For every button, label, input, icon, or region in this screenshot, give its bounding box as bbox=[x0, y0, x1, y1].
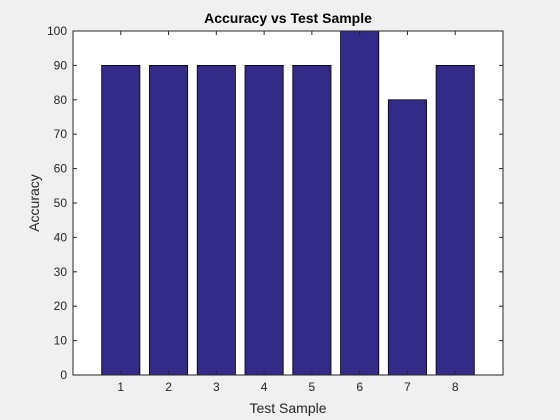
x-tick-label-4: 4 bbox=[261, 380, 268, 394]
x-tick-label-2: 2 bbox=[165, 380, 172, 394]
x-tick-label-1: 1 bbox=[117, 380, 124, 394]
y-tick-label-100: 100 bbox=[47, 24, 67, 38]
bar-4 bbox=[244, 65, 284, 376]
bar-5 bbox=[292, 65, 332, 376]
y-tick-label-70: 70 bbox=[54, 127, 68, 141]
chart-title: Accuracy vs Test Sample bbox=[204, 10, 372, 26]
x-tick-label-5: 5 bbox=[309, 380, 316, 394]
y-axis-label: Accuracy bbox=[26, 174, 42, 232]
bar-2 bbox=[149, 65, 189, 376]
y-tick-label-10: 10 bbox=[54, 334, 68, 348]
axes-box bbox=[72, 30, 504, 376]
y-tick-label-90: 90 bbox=[54, 58, 68, 72]
bar-6 bbox=[340, 30, 380, 376]
y-tick-label-60: 60 bbox=[54, 162, 68, 176]
y-tick-label-30: 30 bbox=[54, 265, 68, 279]
bar-7 bbox=[387, 99, 427, 376]
y-tick-label-50: 50 bbox=[54, 196, 68, 210]
bar-1 bbox=[101, 65, 141, 376]
x-tick-label-3: 3 bbox=[213, 380, 220, 394]
x-tick-label-8: 8 bbox=[452, 380, 459, 394]
bar-8 bbox=[435, 65, 475, 376]
y-tick-label-0: 0 bbox=[60, 368, 67, 382]
axes-background bbox=[73, 31, 503, 375]
y-tick-label-20: 20 bbox=[54, 299, 68, 313]
y-tick-label-40: 40 bbox=[54, 230, 68, 244]
y-tick-label-80: 80 bbox=[54, 93, 68, 107]
bar-3 bbox=[196, 65, 236, 376]
x-axis-label: Test Sample bbox=[249, 400, 326, 416]
bars-group bbox=[101, 30, 475, 376]
x-tick-label-7: 7 bbox=[404, 380, 411, 394]
x-tick-label-6: 6 bbox=[356, 380, 363, 394]
